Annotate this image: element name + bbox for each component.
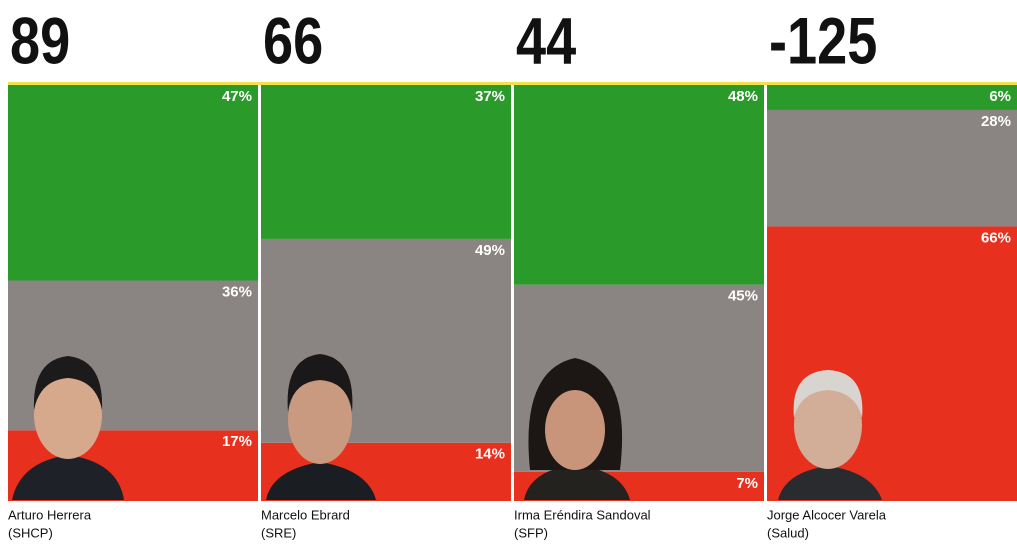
top-rule bbox=[8, 82, 1017, 85]
bar-segment bbox=[8, 85, 258, 281]
portraits bbox=[12, 354, 882, 500]
bar-segment bbox=[767, 109, 1017, 227]
value-label: 6% bbox=[989, 88, 1011, 105]
portrait bbox=[12, 356, 124, 500]
category-label: Irma Eréndira Sandoval bbox=[514, 507, 651, 522]
bar-segment bbox=[261, 85, 511, 239]
value-label: 28% bbox=[981, 113, 1011, 130]
value-label: 36% bbox=[222, 283, 252, 300]
value-label: 47% bbox=[222, 88, 252, 105]
category-label: Arturo Herrera bbox=[8, 507, 92, 522]
value-label: 7% bbox=[736, 475, 758, 492]
portrait bbox=[524, 358, 630, 500]
value-label: 49% bbox=[475, 242, 505, 259]
score: 89 bbox=[10, 3, 70, 77]
bar-segment bbox=[514, 85, 764, 285]
value-label: 45% bbox=[728, 288, 758, 305]
department-label: (SHCP) bbox=[8, 525, 53, 540]
value-label: 37% bbox=[475, 88, 505, 105]
value-label: 66% bbox=[981, 229, 1011, 246]
value-label: 48% bbox=[728, 88, 758, 105]
portrait bbox=[266, 354, 376, 500]
score: 44 bbox=[516, 3, 577, 77]
score: -125 bbox=[769, 3, 877, 77]
value-label: 17% bbox=[222, 433, 252, 450]
bar-segment bbox=[767, 85, 1017, 110]
portrait bbox=[778, 370, 882, 500]
department-label: (Salud) bbox=[767, 525, 809, 540]
category-label: Marcelo Ebrard bbox=[261, 507, 350, 522]
score: 66 bbox=[263, 3, 323, 77]
bar-segment bbox=[767, 226, 1017, 501]
department-label: (SFP) bbox=[514, 525, 548, 540]
category-label: Jorge Alcocer Varela bbox=[767, 507, 887, 522]
value-label: 14% bbox=[475, 446, 505, 463]
department-label: (SRE) bbox=[261, 525, 296, 540]
